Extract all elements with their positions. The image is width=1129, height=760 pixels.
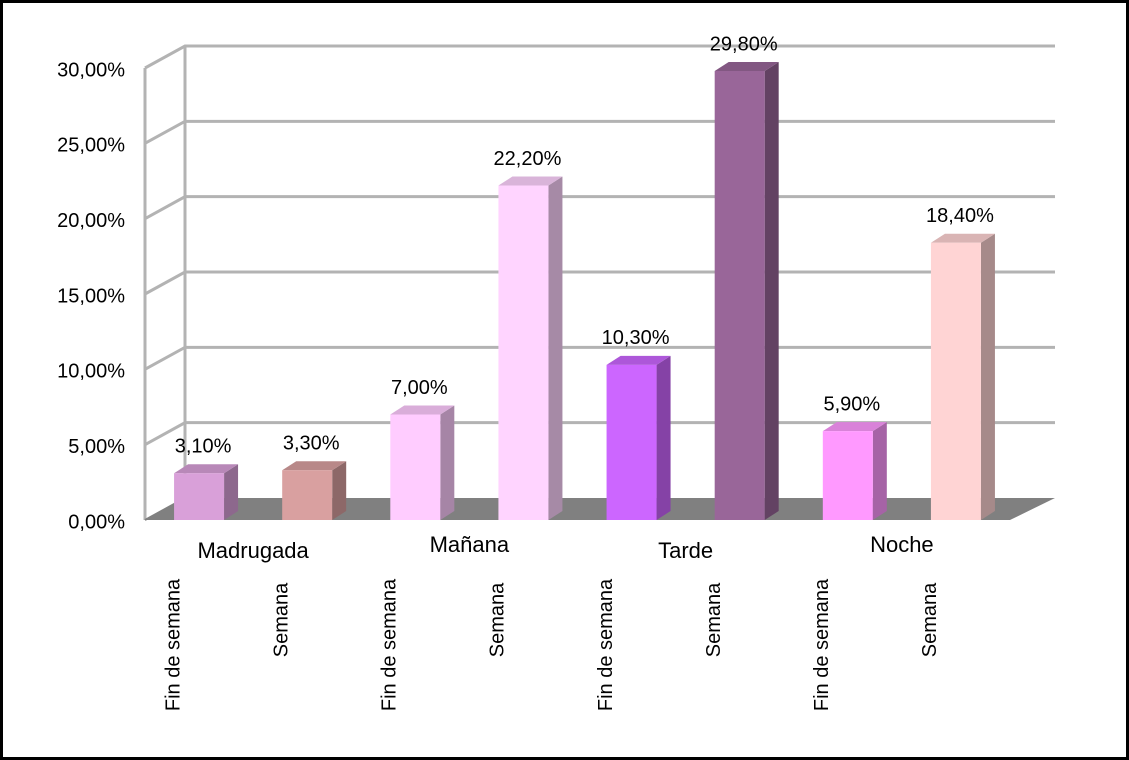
bar bbox=[930, 233, 995, 521]
floor bbox=[145, 498, 1055, 520]
group-label: Madrugada bbox=[197, 538, 309, 563]
bar-front bbox=[390, 414, 441, 520]
x-tick-label: Fin de semana bbox=[595, 578, 617, 711]
bar-top bbox=[390, 405, 455, 415]
bar-side bbox=[764, 62, 779, 520]
bar-top bbox=[282, 461, 347, 471]
grid-line bbox=[144, 44, 1055, 70]
data-label: 18,40% bbox=[926, 205, 994, 227]
bar bbox=[174, 464, 239, 520]
group-label: Mañana bbox=[430, 532, 510, 557]
data-label: 10,30% bbox=[602, 327, 670, 349]
y-tick-label: 0,00% bbox=[68, 511, 125, 533]
bar-top bbox=[714, 62, 779, 72]
y-tick-label: 15,00% bbox=[57, 285, 125, 307]
y-tick-label: 25,00% bbox=[57, 135, 125, 157]
group-label: Tarde bbox=[658, 538, 713, 563]
bar-side bbox=[440, 405, 455, 520]
y-tick-label: 20,00% bbox=[57, 210, 125, 232]
bar-side bbox=[332, 461, 347, 520]
bar-side bbox=[872, 422, 887, 520]
bar-side bbox=[656, 355, 671, 520]
data-label: 3,10% bbox=[175, 436, 232, 458]
y-tick-label: 5,00% bbox=[68, 436, 125, 458]
bar-front bbox=[498, 185, 549, 520]
bar-front bbox=[714, 71, 765, 520]
bar-top bbox=[930, 233, 995, 243]
bar bbox=[606, 355, 671, 520]
bar-front bbox=[174, 473, 225, 520]
bar-top bbox=[606, 355, 671, 365]
bar-side bbox=[224, 464, 239, 520]
bar bbox=[714, 62, 779, 520]
data-label: 22,20% bbox=[494, 148, 562, 170]
x-tick-label: Fin de semana bbox=[162, 578, 184, 711]
x-tick-label: Fin de semana bbox=[379, 578, 401, 711]
bar-top bbox=[174, 464, 239, 474]
data-label: 5,90% bbox=[823, 393, 880, 415]
bar-front bbox=[282, 470, 333, 520]
data-label: 29,80% bbox=[710, 33, 778, 55]
bar-side bbox=[980, 233, 995, 521]
bar bbox=[498, 176, 563, 520]
bar-front bbox=[930, 242, 981, 521]
x-tick-label: Semana bbox=[703, 582, 725, 657]
bar bbox=[822, 422, 887, 520]
bar-side bbox=[548, 176, 563, 520]
data-label: 7,00% bbox=[391, 377, 448, 399]
group-label: Noche bbox=[870, 532, 934, 557]
x-tick-label: Fin de semana bbox=[811, 578, 833, 711]
data-label: 3,30% bbox=[283, 433, 340, 455]
bar-front bbox=[606, 364, 657, 520]
bar bbox=[282, 461, 347, 520]
bar-top bbox=[822, 422, 887, 432]
y-tick-label: 10,00% bbox=[57, 361, 125, 383]
bar bbox=[390, 405, 455, 520]
x-tick-label: Semana bbox=[919, 582, 941, 657]
x-tick-label: Semana bbox=[487, 582, 509, 657]
y-tick-label: 30,00% bbox=[57, 59, 125, 81]
x-tick-label: Semana bbox=[270, 582, 292, 657]
bar-front bbox=[822, 431, 873, 520]
bar-top bbox=[498, 176, 563, 186]
